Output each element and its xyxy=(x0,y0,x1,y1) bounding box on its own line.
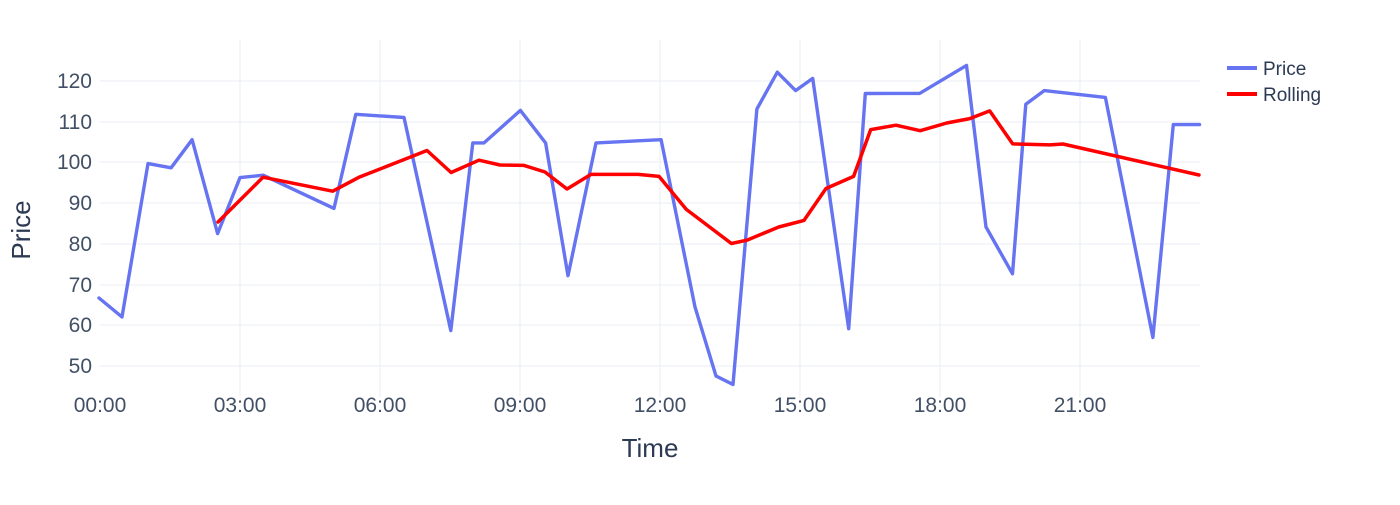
svg-text:120: 120 xyxy=(57,70,92,93)
svg-text:21:00: 21:00 xyxy=(1054,394,1107,417)
svg-text:Price: Price xyxy=(1263,59,1306,80)
svg-text:Rolling: Rolling xyxy=(1263,85,1321,106)
svg-text:06:00: 06:00 xyxy=(354,394,407,417)
svg-text:70: 70 xyxy=(69,274,92,297)
svg-text:00:00: 00:00 xyxy=(74,394,127,417)
svg-text:Price: Price xyxy=(6,200,36,259)
svg-text:110: 110 xyxy=(59,111,92,134)
svg-text:50: 50 xyxy=(69,355,92,378)
svg-text:15:00: 15:00 xyxy=(774,394,827,417)
svg-text:03:00: 03:00 xyxy=(214,394,267,417)
svg-text:80: 80 xyxy=(69,233,92,256)
svg-text:60: 60 xyxy=(69,314,92,337)
svg-text:100: 100 xyxy=(57,151,92,174)
svg-text:90: 90 xyxy=(69,192,92,215)
svg-text:12:00: 12:00 xyxy=(634,394,687,417)
svg-text:18:00: 18:00 xyxy=(914,394,967,417)
svg-text:09:00: 09:00 xyxy=(494,394,547,417)
svg-text:Time: Time xyxy=(622,433,679,463)
